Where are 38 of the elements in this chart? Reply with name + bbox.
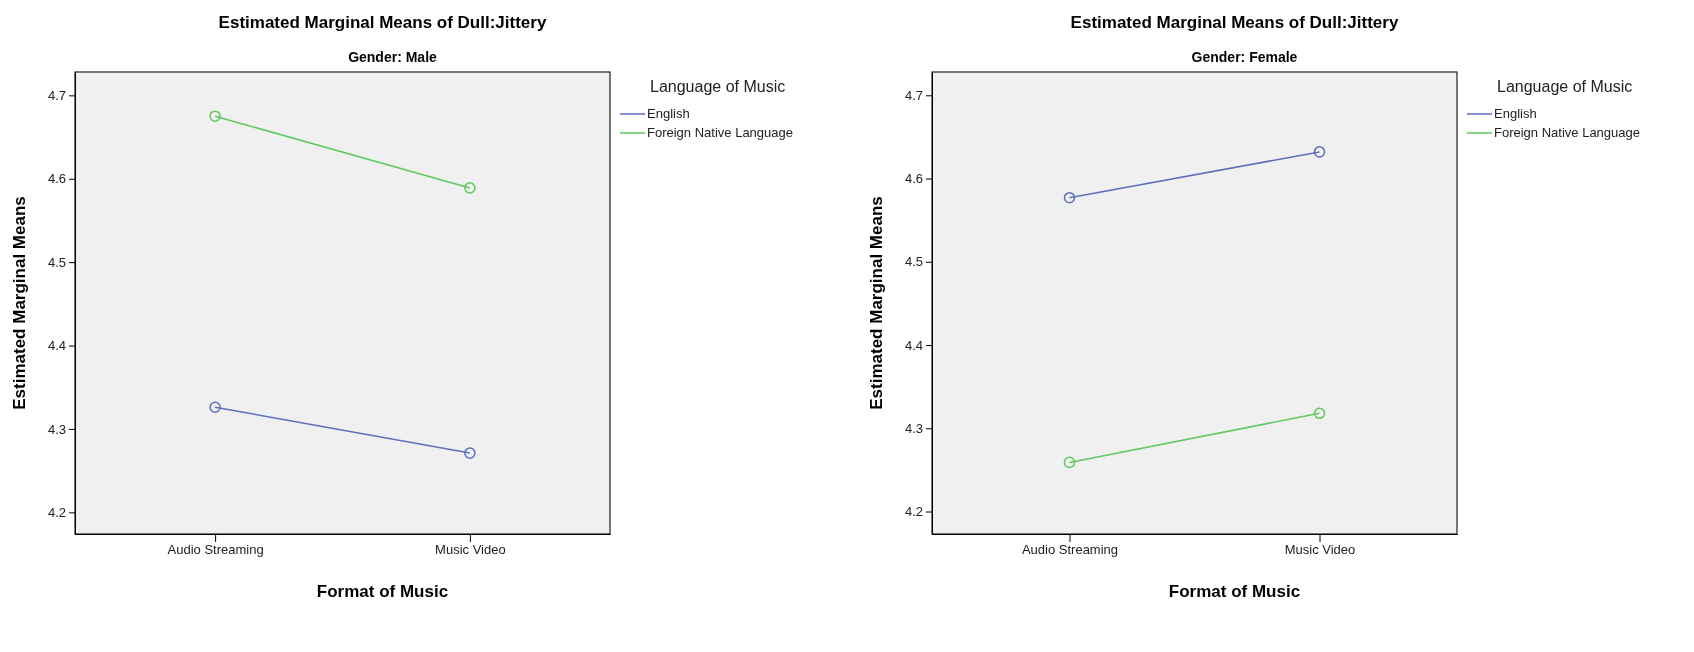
y-tick-label: 4.2 bbox=[47, 504, 66, 520]
y-tick-label: 4.6 bbox=[904, 171, 923, 187]
x-tick-label: Music Video bbox=[435, 542, 506, 558]
legend-label: English bbox=[1494, 106, 1537, 121]
y-tick-label: 4.7 bbox=[47, 88, 66, 104]
legend-label: Foreign Native Language bbox=[1494, 125, 1640, 140]
chart-subtitle: Gender: Female bbox=[1191, 49, 1298, 65]
point bbox=[1063, 191, 1076, 204]
y-tick-label: 4.6 bbox=[47, 171, 66, 187]
y-tick-label: 4.2 bbox=[904, 504, 923, 520]
x-axis-title: Format of Music bbox=[1168, 582, 1301, 601]
chart-subtitle: Gender: Male bbox=[348, 49, 438, 65]
y-tick-label: 4.7 bbox=[904, 87, 923, 103]
x-tick-label: Audio Streaming bbox=[1021, 542, 1119, 558]
x-tick-label: Music Video bbox=[1284, 542, 1356, 558]
point bbox=[1313, 407, 1326, 420]
point bbox=[1313, 146, 1326, 158]
point bbox=[464, 182, 476, 194]
y-tick-label: 4.3 bbox=[904, 420, 923, 436]
y-axis-title: Estimated Marginal Means bbox=[867, 196, 886, 410]
chart-title: Estimated Marginal Means of Dull:Jittery bbox=[1070, 13, 1399, 32]
point bbox=[1063, 456, 1076, 469]
y-tick-label: 4.5 bbox=[47, 254, 66, 270]
point bbox=[464, 447, 476, 459]
legend-label: English bbox=[647, 106, 690, 121]
chart-title: Estimated Marginal Means of Dull:Jittery bbox=[218, 13, 547, 32]
point bbox=[209, 110, 221, 122]
point bbox=[209, 401, 221, 414]
x-tick-label: Audio Streaming bbox=[167, 542, 264, 558]
y-tick-label: 4.4 bbox=[47, 338, 66, 354]
legend-title: Language of Music bbox=[650, 78, 786, 95]
y-tick-label: 4.4 bbox=[904, 337, 923, 353]
x-axis-title: Format of Music bbox=[316, 582, 449, 601]
legend-label: Foreign Native Language bbox=[647, 125, 793, 140]
y-tick-label: 4.3 bbox=[47, 421, 66, 437]
y-axis-title: Estimated Marginal Means bbox=[10, 196, 29, 410]
legend-title: Language of Music bbox=[1497, 78, 1633, 95]
y-tick-label: 4.5 bbox=[904, 254, 923, 270]
